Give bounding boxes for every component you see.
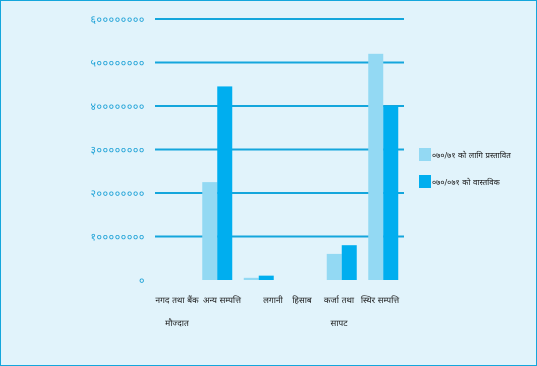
y-tick-label: ० (139, 275, 145, 287)
legend: ०७०/७१ को लागि प्रस्तावित ०७०/०७१ को वास्… (419, 148, 511, 188)
bar-proposed (202, 182, 218, 280)
y-tick-label: ५०००००००० (90, 58, 145, 70)
bars (202, 53, 399, 280)
y-tick-label: ६०००००००० (90, 14, 145, 26)
legend-label: ०७०/७१ को लागि प्रस्तावित (432, 150, 511, 160)
y-tick-label: ३०००००००० (90, 145, 145, 157)
category-label: नगद तथा बैंक (155, 295, 199, 306)
bar-actual (341, 245, 357, 280)
legend-swatch (419, 175, 431, 188)
bar-proposed (368, 53, 384, 280)
category-label: लगानी (263, 295, 283, 306)
y-tick-label: २०००००००० (90, 188, 145, 200)
y-tick-label: १०००००००० (90, 232, 145, 244)
bar-actual (217, 86, 233, 280)
category-label: हिसाब (292, 295, 312, 306)
legend-label: ०७०/०७१ को वास्तविक (432, 177, 501, 187)
y-axis-ticks: ० १०००००००० २०००००००० ३०००००००० ४०००००००० ५००… (90, 14, 145, 287)
x-axis-categories: नगद तथा बैंक मौज्दात अन्य सम्पत्ति लगानी हिस… (155, 295, 399, 329)
bar-actual (258, 275, 274, 280)
category-label: स्थिर सम्पत्ति (361, 295, 399, 306)
bar-proposed (243, 277, 259, 280)
category-label: कर्जा तथा (324, 295, 355, 306)
category-label-line2: सापट (330, 319, 348, 329)
category-label: अन्य सम्पत्ति (203, 295, 241, 306)
gridlines (155, 18, 404, 238)
bar-actual (383, 106, 399, 280)
y-tick-label: ४०००००००० (90, 101, 145, 113)
legend-swatch (419, 148, 431, 161)
category-label-line2: मौज्दात (165, 318, 189, 329)
bar-proposed (326, 253, 342, 280)
